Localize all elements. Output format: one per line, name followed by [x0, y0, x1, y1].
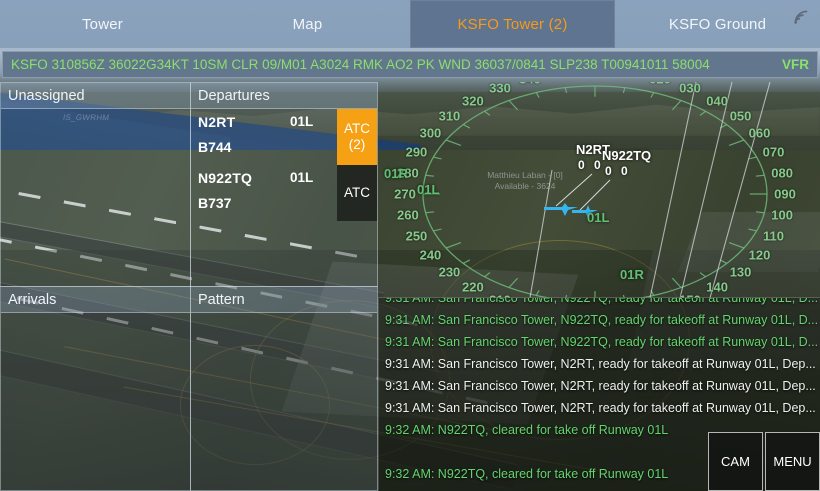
message-row: 9:32 AM: N922TQ, cleared for take off Ru… — [385, 467, 669, 481]
message-row: 9:31 AM: San Francisco Tower, N922TQ, re… — [385, 335, 819, 349]
aircraft-label-n922tq[interactable]: N922TQ — [602, 148, 652, 163]
compass-heading-100: 100 — [771, 207, 793, 223]
compass-heading-270: 270 — [394, 186, 416, 202]
flight-rules-badge: VFR — [782, 57, 809, 72]
compass-heading-110: 110 — [763, 228, 785, 244]
metar-bar: KSFO 310856Z 36022G34KT 10SM CLR 09/M01 … — [2, 51, 818, 78]
panel-unassigned[interactable]: Unassigned IS_GWRHM — [0, 82, 191, 287]
message-row: 9:31 AM: San Francisco Tower, N2RT, read… — [385, 379, 816, 393]
compass-heading-220: 220 — [462, 279, 484, 295]
atc-button-n922tq[interactable]: ATC — [337, 165, 377, 221]
panel-unassigned-title: Unassigned — [1, 83, 190, 109]
compass-heading-280: 280 — [397, 165, 419, 181]
atc-button-label: ATC — [344, 185, 370, 201]
panel-arrivals-body[interactable] — [1, 313, 190, 490]
message-row: 9:31 AM: San Francisco Tower, N922TQ, re… — [385, 297, 819, 305]
compass-heading-300: 300 — [419, 125, 442, 141]
flight-strip-n2rt[interactable]: N2RT 01L B744 ATC (2) — [191, 109, 377, 165]
message-row: 9:32 AM: N922TQ, cleared for take off Ru… — [385, 423, 669, 437]
compass-heading-030: 030 — [679, 82, 701, 96]
compass-heading-290: 290 — [405, 144, 428, 160]
strip-callsign: N2RT — [198, 114, 236, 130]
aircraft-altitude-n922tq: 0 0 — [605, 164, 631, 178]
strip-runway: 01L — [290, 170, 314, 185]
strip-callsign: N922TQ — [198, 170, 253, 186]
tab-map-label: Map — [292, 15, 323, 33]
compass-heading-230: 230 — [438, 264, 461, 280]
compass-heading-070: 070 — [762, 144, 785, 160]
tab-ksfo-tower[interactable]: KSFO Tower (2) — [410, 0, 615, 48]
scene-vignette — [0, 250, 820, 491]
scope-runway-label-01l-left: 01L — [417, 182, 440, 197]
compass-heading-340: 340 — [519, 82, 541, 87]
compass-heading-020: 020 — [649, 82, 671, 87]
player-info: Matthieu Laban - [0] Available - 3624 — [455, 170, 595, 193]
compass-heading-080: 080 — [771, 165, 793, 181]
atc-button-count: (2) — [348, 137, 366, 152]
aircraft-symbol-n2rt — [544, 203, 578, 216]
metar-text: KSFO 310856Z 36022G34KT 10SM CLR 09/M01 … — [11, 57, 710, 72]
scope-runway-label-01r-bottom: 01R — [620, 267, 644, 282]
compass-heading-240: 240 — [419, 247, 442, 263]
panel-arrivals[interactable]: Arrivals — [0, 286, 191, 491]
panel-unassigned-body[interactable]: IS_GWRHM — [1, 109, 190, 286]
scope-controls: CAM MENU — [706, 432, 820, 491]
cam-button[interactable]: CAM — [708, 432, 763, 491]
tab-ksfo-ground[interactable]: KSFO Ground — [615, 0, 820, 48]
compass-heading-260: 260 — [397, 207, 419, 223]
compass-heading-330: 330 — [489, 82, 511, 96]
tab-tower-label: Tower — [81, 15, 123, 33]
compass-heading-250: 250 — [405, 228, 428, 244]
message-log[interactable]: 9:31 AM: San Francisco Tower, N922TQ, re… — [378, 297, 820, 491]
panel-arrivals-title: Arrivals — [1, 287, 190, 313]
menu-button[interactable]: MENU — [765, 432, 820, 491]
main-tab-bar: Tower Map KSFO Tower (2) KSFO Ground — [0, 0, 820, 48]
panel-pattern[interactable]: Pattern — [190, 286, 378, 491]
panel-pattern-body[interactable] — [191, 313, 377, 490]
compass-heading-320: 320 — [462, 93, 484, 109]
compass-heading-140: 140 — [706, 279, 728, 295]
player-status: Available - 3624 — [494, 181, 556, 192]
player-name: Matthieu Laban - [0] — [487, 170, 563, 180]
ghost-label-1: IS_GWRHM — [62, 113, 111, 122]
compass-heading-090: 090 — [774, 186, 796, 202]
compass-heading-210: 210 — [489, 292, 511, 298]
compass-heading-130: 130 — [729, 264, 752, 280]
scope-runway-label-01l-center: 01L — [587, 210, 610, 225]
message-list: 9:31 AM: San Francisco Tower, N922TQ, re… — [379, 297, 820, 485]
compass-heading-120: 120 — [748, 247, 771, 263]
message-row: 9:31 AM: San Francisco Tower, N922TQ, re… — [385, 313, 819, 327]
panel-departures[interactable]: Departures N2RT 01L B744 ATC (2) N922TQ — [190, 82, 378, 287]
signal-icon[interactable] — [790, 6, 812, 28]
panel-departures-title: Departures — [191, 83, 377, 109]
strip-runway: 01L — [290, 114, 314, 129]
compass-heading-050: 050 — [729, 108, 752, 124]
flight-strip-n922tq[interactable]: N922TQ 01L B737 ATC — [191, 165, 377, 221]
strip-aircraft-type: B737 — [198, 195, 232, 211]
flight-strip-panels: Unassigned IS_GWRHM Departures N2RT 01L … — [0, 82, 378, 491]
strip-aircraft-type: B744 — [198, 139, 232, 155]
compass-heading-150: 150 — [679, 292, 701, 298]
compass-rose — [422, 82, 771, 298]
radar-scope[interactable]: 0000100200300400500600700800901001101201… — [380, 82, 820, 298]
compass-heading-310: 310 — [438, 108, 461, 124]
tab-map[interactable]: Map — [205, 0, 410, 48]
message-row: 9:31 AM: San Francisco Tower, N2RT, read… — [385, 401, 816, 415]
aircraft-symbol-n922tq — [572, 205, 598, 219]
aircraft-altitude-n2rt: 0 0 — [578, 158, 604, 172]
scope-runway-label-01r-left: 01R — [384, 166, 408, 181]
tab-ksfo-tower-label: KSFO Tower (2) — [457, 15, 568, 33]
tab-tower[interactable]: Tower — [0, 0, 205, 48]
atc-button-n2rt[interactable]: ATC (2) — [337, 109, 377, 165]
aircraft-label-n2rt[interactable]: N2RT — [576, 142, 610, 157]
message-row: 9:31 AM: San Francisco Tower, N2RT, read… — [385, 357, 816, 371]
tab-ksfo-ground-label: KSFO Ground — [668, 15, 767, 33]
compass-heading-040: 040 — [706, 93, 728, 109]
panel-departures-body[interactable]: N2RT 01L B744 ATC (2) N922TQ 01L B737 — [191, 109, 377, 286]
panel-pattern-title: Pattern — [191, 287, 377, 313]
compass-heading-060: 060 — [748, 125, 771, 141]
atc-button-label: ATC — [344, 121, 370, 137]
